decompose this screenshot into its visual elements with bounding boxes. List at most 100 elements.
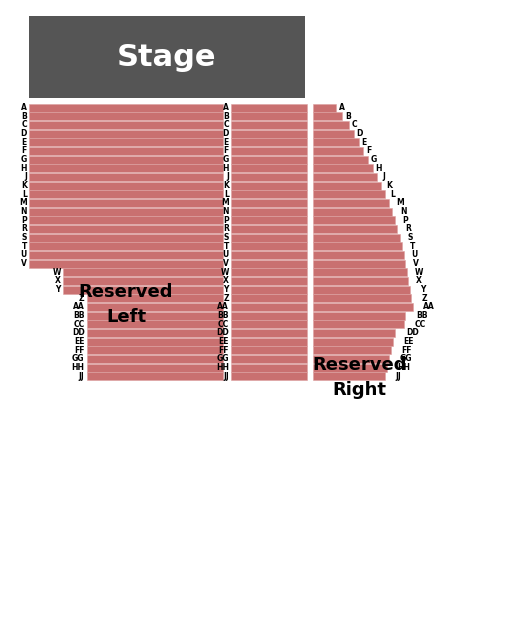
Text: B: B [223,112,229,121]
FancyBboxPatch shape [313,277,408,285]
Text: HH: HH [397,363,411,372]
FancyBboxPatch shape [231,372,307,380]
Text: F: F [224,146,229,156]
Text: K: K [386,181,392,190]
Text: FF: FF [218,345,229,355]
FancyBboxPatch shape [231,121,307,129]
FancyBboxPatch shape [231,234,307,241]
FancyBboxPatch shape [313,242,402,250]
Text: K: K [21,181,27,190]
Text: DD: DD [406,328,418,337]
FancyBboxPatch shape [313,112,342,120]
Text: V: V [21,259,27,268]
FancyBboxPatch shape [29,208,223,215]
Text: A: A [21,103,27,112]
FancyBboxPatch shape [313,147,363,155]
FancyBboxPatch shape [29,147,223,155]
FancyBboxPatch shape [231,164,307,172]
FancyBboxPatch shape [231,199,307,207]
Text: R: R [21,224,27,234]
FancyBboxPatch shape [87,363,223,371]
Text: R: R [405,224,411,234]
Text: X: X [416,276,422,285]
Text: Stage: Stage [117,43,216,72]
Text: CC: CC [74,319,85,329]
FancyBboxPatch shape [29,130,223,138]
Text: U: U [412,250,418,259]
Text: H: H [375,164,382,173]
Text: S: S [224,233,229,242]
FancyBboxPatch shape [313,164,373,172]
FancyBboxPatch shape [87,355,223,363]
Text: N: N [223,207,229,216]
Text: X: X [223,276,229,285]
Text: R: R [223,224,229,234]
Text: AA: AA [217,302,229,311]
FancyBboxPatch shape [313,104,336,112]
Text: BB: BB [73,311,85,320]
Text: FF: FF [74,345,85,355]
FancyBboxPatch shape [231,268,307,276]
FancyBboxPatch shape [231,286,307,293]
FancyBboxPatch shape [63,286,223,293]
FancyBboxPatch shape [87,346,223,354]
FancyBboxPatch shape [231,112,307,120]
FancyBboxPatch shape [231,208,307,215]
FancyBboxPatch shape [29,199,223,207]
Text: U: U [223,250,229,259]
FancyBboxPatch shape [87,294,223,302]
Text: F: F [366,146,371,156]
Text: G: G [20,155,27,164]
Text: CC: CC [414,319,425,329]
Text: H: H [223,164,229,173]
FancyBboxPatch shape [87,303,223,311]
Text: G: G [223,155,229,164]
FancyBboxPatch shape [231,294,307,302]
FancyBboxPatch shape [29,138,223,146]
Text: BB: BB [217,311,229,320]
FancyBboxPatch shape [231,277,307,285]
FancyBboxPatch shape [313,260,405,267]
Text: C: C [223,121,229,130]
Text: P: P [223,216,229,225]
FancyBboxPatch shape [231,147,307,155]
FancyBboxPatch shape [29,156,223,164]
Text: K: K [223,181,229,190]
Text: EE: EE [74,337,85,346]
Text: L: L [390,190,395,199]
Text: J: J [226,172,229,182]
Text: DD: DD [72,328,85,337]
Text: JJ: JJ [79,371,85,381]
Text: D: D [223,129,229,138]
Text: U: U [20,250,27,259]
FancyBboxPatch shape [29,225,223,233]
FancyBboxPatch shape [313,156,368,164]
FancyBboxPatch shape [29,234,223,241]
Text: E: E [224,138,229,147]
Text: B: B [21,112,27,121]
Text: S: S [407,233,413,242]
Text: V: V [413,259,419,268]
FancyBboxPatch shape [231,251,307,259]
FancyBboxPatch shape [313,338,393,345]
FancyBboxPatch shape [313,190,385,198]
FancyBboxPatch shape [231,173,307,181]
Text: W: W [220,268,229,277]
Text: Reserved
Left: Reserved Left [79,283,173,326]
FancyBboxPatch shape [313,355,389,363]
Text: X: X [55,276,61,285]
Text: GG: GG [216,354,229,363]
FancyBboxPatch shape [313,286,410,293]
Text: EE: EE [404,337,414,346]
FancyBboxPatch shape [313,130,354,138]
FancyBboxPatch shape [313,329,395,337]
FancyBboxPatch shape [231,104,307,112]
FancyBboxPatch shape [87,312,223,319]
FancyBboxPatch shape [29,260,223,267]
Text: C: C [21,121,27,130]
FancyBboxPatch shape [313,225,397,233]
Text: HH: HH [216,363,229,372]
Text: C: C [351,121,357,130]
FancyBboxPatch shape [29,242,223,250]
Text: D: D [356,129,363,138]
